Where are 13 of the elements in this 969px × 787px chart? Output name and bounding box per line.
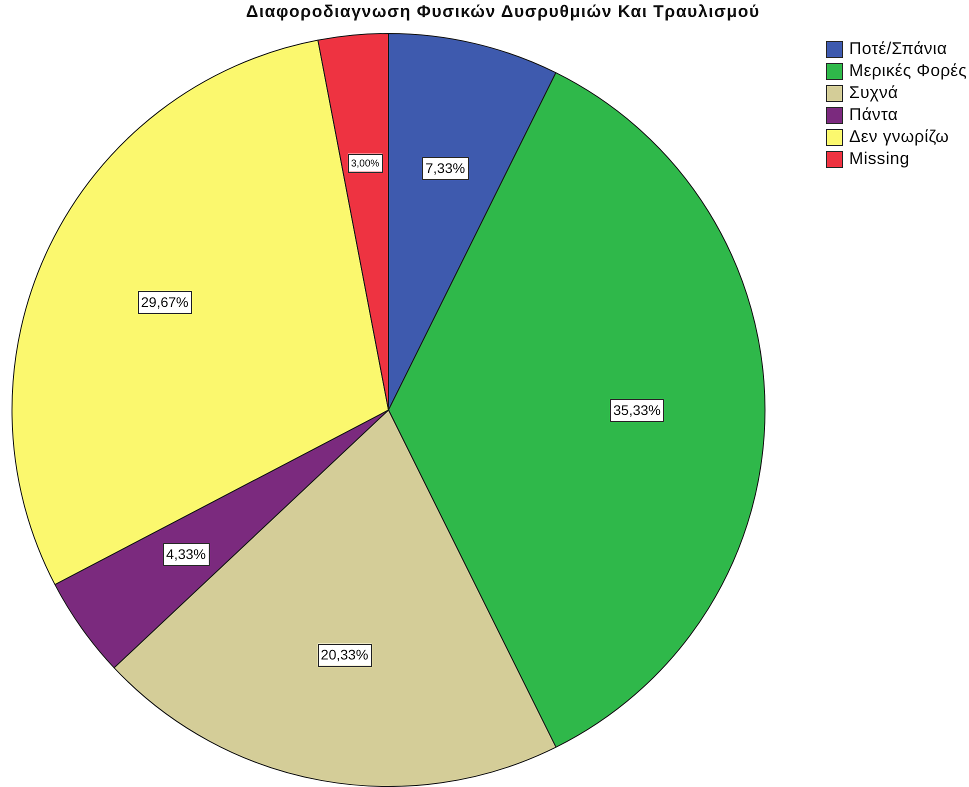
- data-label: 3,00%: [350, 158, 380, 170]
- legend-label: Μερικές Φορές: [849, 61, 967, 81]
- chart-title: Διαφοροδιαγνωση Φυσικών Δυσρυθμιών Και Τραυλισμού: [245, 2, 761, 22]
- data-label: 29,67%: [141, 294, 188, 310]
- data-label: 35,33%: [613, 402, 661, 418]
- legend-label: Δεν γνωρίζω: [849, 127, 950, 147]
- data-label: 4,33%: [166, 546, 206, 562]
- data-label: 20,33%: [320, 646, 368, 662]
- data-label: 7,33%: [425, 160, 466, 176]
- legend-label: Συχνά: [849, 83, 898, 103]
- legend-label: Missing: [849, 149, 910, 169]
- legend-label: Ποτέ/Σπάνια: [849, 39, 948, 59]
- legend-label: Πάντα: [849, 105, 898, 125]
